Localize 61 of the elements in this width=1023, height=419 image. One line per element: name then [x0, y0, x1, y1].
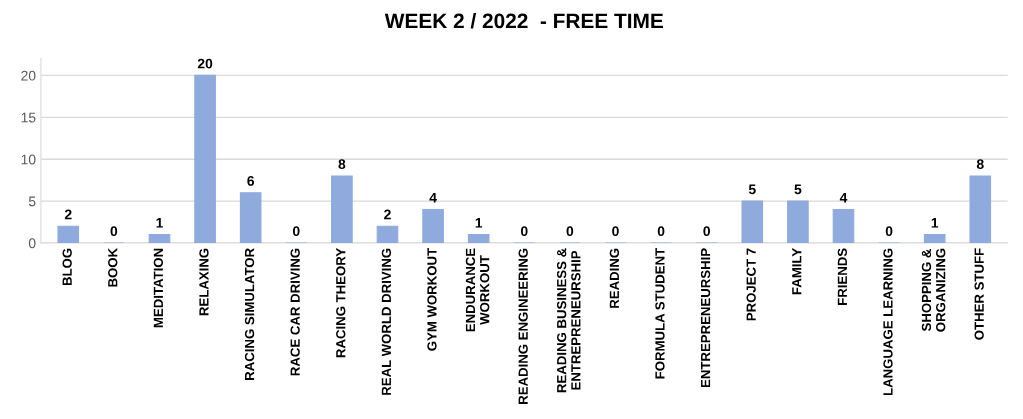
bar	[239, 192, 262, 244]
data-label: 1	[475, 218, 483, 228]
bar	[787, 200, 809, 244]
data-label: 4	[429, 192, 437, 203]
x-tick-label: PROJECT 7	[746, 248, 756, 321]
y-tick-label: 15	[21, 112, 36, 123]
chart-title: WEEK 2 / 2022 - FREE TIME	[384, 13, 663, 29]
data-label: 0	[612, 226, 619, 237]
data-label: 0	[703, 226, 710, 237]
data-label: 2	[64, 209, 72, 220]
data-label: 8	[338, 159, 346, 170]
x-tick-label: READING	[609, 248, 620, 308]
data-label: 1	[156, 218, 163, 228]
x-tick-label: FRIENDS	[837, 248, 848, 305]
x-tick-label: LANGUAGE LEARNING	[883, 248, 893, 396]
y-tick-label: 10	[21, 154, 36, 165]
x-tick-label: RACING SIMULATOR	[244, 248, 255, 380]
data-label: 1	[931, 218, 939, 228]
data-label: 0	[110, 226, 118, 237]
x-tick-label: ENDURANCE WORKOUT	[465, 248, 490, 332]
y-tick-label: 0	[28, 238, 36, 249]
x-tick-label: OTHER STUFF	[974, 248, 984, 340]
x-tick-label: RACING THEORY	[336, 248, 346, 358]
bar	[376, 225, 399, 244]
data-label: 4	[839, 192, 848, 203]
data-label: 6	[247, 175, 255, 186]
x-tick-label: RELAXING	[199, 248, 209, 316]
x-tick-label: MEDITATION	[153, 248, 164, 328]
bar	[467, 234, 490, 244]
x-tick-label: SHOPPING & ORGANIZING	[921, 248, 946, 332]
bar	[923, 234, 946, 244]
bar	[741, 200, 764, 244]
data-label: 2	[384, 209, 391, 220]
x-tick-label: ENTREPRENEURSHIP	[700, 248, 711, 388]
data-label: 0	[292, 226, 300, 237]
x-tick-label: BLOG	[62, 248, 72, 286]
data-label: 0	[657, 226, 665, 237]
x-tick-label: READING ENGINEERING	[518, 248, 528, 404]
x-tick-label: FAMILY	[792, 248, 802, 295]
y-tick-label: 5	[28, 196, 36, 207]
bar	[194, 74, 216, 244]
bar	[57, 225, 80, 244]
data-label: 0	[885, 226, 893, 237]
bar	[331, 175, 353, 244]
bar	[148, 234, 171, 244]
x-tick-label: BOOK	[108, 248, 118, 287]
y-tick-label: 20	[21, 70, 36, 81]
data-label: 5	[748, 184, 756, 195]
x-tick-label: READING BUSINESS & ENTREPRENEURSHIP	[556, 248, 581, 393]
x-tick-label: REAL WORLD DRIVING	[381, 248, 392, 395]
data-label: 20	[197, 58, 213, 69]
x-tick-label: FORMULA STUDENT	[655, 248, 665, 379]
data-label: 0	[520, 226, 528, 237]
bar	[969, 175, 992, 244]
x-tick-label: GYM WORKOUT	[427, 248, 437, 351]
bar	[422, 208, 444, 244]
data-label: 5	[794, 184, 802, 195]
data-label: 0	[566, 226, 574, 237]
x-tick-label: RACE CAR DRIVING	[290, 248, 300, 376]
data-label: 8	[976, 159, 984, 170]
bar	[832, 208, 855, 244]
